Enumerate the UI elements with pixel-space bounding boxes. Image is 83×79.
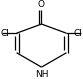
Text: O: O [38, 0, 45, 9]
Text: Cl: Cl [73, 29, 82, 38]
Text: NH: NH [35, 70, 48, 79]
Text: Cl: Cl [1, 29, 10, 38]
